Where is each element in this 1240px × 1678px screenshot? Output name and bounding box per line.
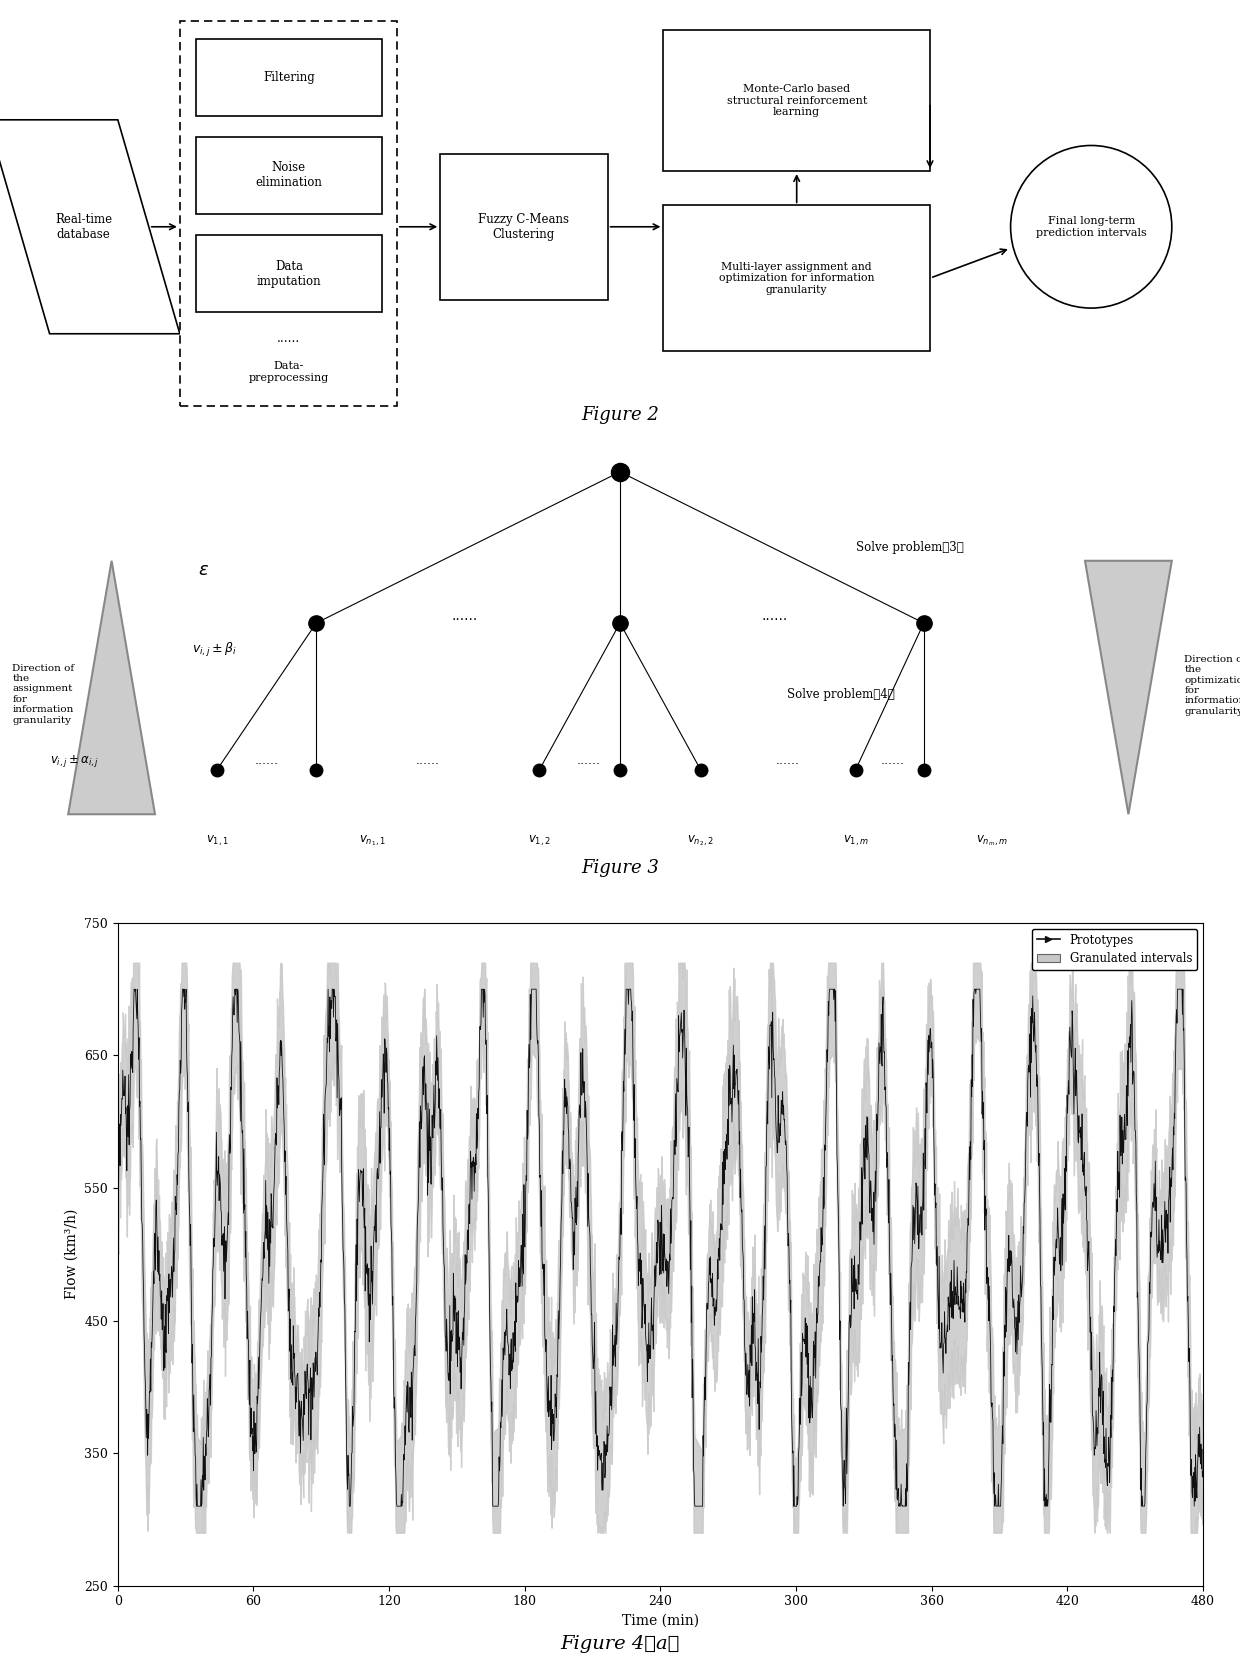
Text: ......: ...... — [415, 755, 440, 767]
Y-axis label: Flow (km³/h): Flow (km³/h) — [64, 1210, 78, 1299]
Prototypes — [110, 1190, 125, 1210]
Text: $\varepsilon$: $\varepsilon$ — [198, 560, 210, 579]
Text: Solve problem（4）: Solve problem（4） — [787, 688, 895, 701]
Text: Final long-term
prediction intervals: Final long-term prediction intervals — [1035, 216, 1147, 238]
Text: $v_{i,j} \pm \beta_i$: $v_{i,j} \pm \beta_i$ — [192, 641, 237, 659]
Text: Data
imputation: Data imputation — [257, 260, 321, 289]
FancyBboxPatch shape — [663, 205, 930, 351]
FancyBboxPatch shape — [196, 39, 382, 116]
Prototypes — [140, 1404, 155, 1425]
Prototypes — [126, 978, 141, 998]
Line: Prototypes: Prototypes — [118, 988, 1203, 1507]
FancyBboxPatch shape — [196, 138, 382, 215]
Text: Figure 2: Figure 2 — [582, 406, 658, 423]
Text: ......: ...... — [254, 755, 279, 767]
Text: Filtering: Filtering — [263, 70, 315, 84]
Text: ......: ...... — [451, 609, 479, 623]
Text: $v_{n_2,2}$: $v_{n_2,2}$ — [687, 834, 714, 847]
Text: ......: ...... — [775, 755, 800, 767]
Text: $v_{n_m,m}$: $v_{n_m,m}$ — [976, 834, 1008, 847]
Text: Multi-layer assignment and
optimization for information
granularity: Multi-layer assignment and optimization … — [719, 262, 874, 295]
Legend: Prototypes, Granulated intervals: Prototypes, Granulated intervals — [1032, 930, 1197, 970]
Text: $v_{n_1,1}$: $v_{n_1,1}$ — [358, 834, 386, 847]
Text: Data-
preprocessing: Data- preprocessing — [249, 361, 329, 383]
Text: Figure 4（a）: Figure 4（a） — [560, 1634, 680, 1653]
FancyBboxPatch shape — [440, 154, 608, 300]
Prototypes — [195, 1465, 210, 1485]
Text: Noise
elimination: Noise elimination — [255, 161, 322, 190]
Polygon shape — [1085, 560, 1172, 814]
Text: Solve problem（3）: Solve problem（3） — [856, 540, 963, 554]
Ellipse shape — [1011, 146, 1172, 309]
FancyBboxPatch shape — [196, 235, 382, 312]
Text: Real-time
database: Real-time database — [55, 213, 113, 240]
X-axis label: Time (min): Time (min) — [621, 1614, 699, 1628]
Text: Fuzzy C-Means
Clustering: Fuzzy C-Means Clustering — [479, 213, 569, 240]
Prototypes — [1195, 1462, 1210, 1482]
FancyBboxPatch shape — [180, 22, 397, 406]
Prototypes — [604, 1378, 619, 1398]
Prototypes — [260, 1203, 275, 1223]
Polygon shape — [0, 119, 180, 334]
Text: ......: ...... — [880, 755, 905, 767]
Text: Direction of
the
assignment
for
information
granularity: Direction of the assignment for informat… — [12, 664, 74, 725]
Text: $v_{1,1}$: $v_{1,1}$ — [206, 834, 228, 847]
FancyBboxPatch shape — [663, 30, 930, 171]
Prototypes — [231, 978, 246, 998]
Text: Direction of
the
optimization
for
information
granularity: Direction of the optimization for inform… — [1184, 654, 1240, 717]
Text: $v_{1,m}$: $v_{1,m}$ — [843, 834, 868, 847]
Text: Monte-Carlo based
structural reinforcement
learning: Monte-Carlo based structural reinforceme… — [727, 84, 867, 117]
Prototypes — [1030, 1079, 1045, 1099]
Text: ......: ...... — [761, 609, 789, 623]
Polygon shape — [68, 560, 155, 814]
Prototypes — [188, 1497, 203, 1517]
Text: $v_{i,j} \pm \alpha_{i,j}$: $v_{i,j} \pm \alpha_{i,j}$ — [50, 753, 99, 769]
Text: Figure 3: Figure 3 — [582, 859, 658, 876]
Text: $v_{1,2}$: $v_{1,2}$ — [528, 834, 551, 847]
Text: ......: ...... — [278, 332, 300, 344]
Text: ......: ...... — [577, 755, 601, 767]
